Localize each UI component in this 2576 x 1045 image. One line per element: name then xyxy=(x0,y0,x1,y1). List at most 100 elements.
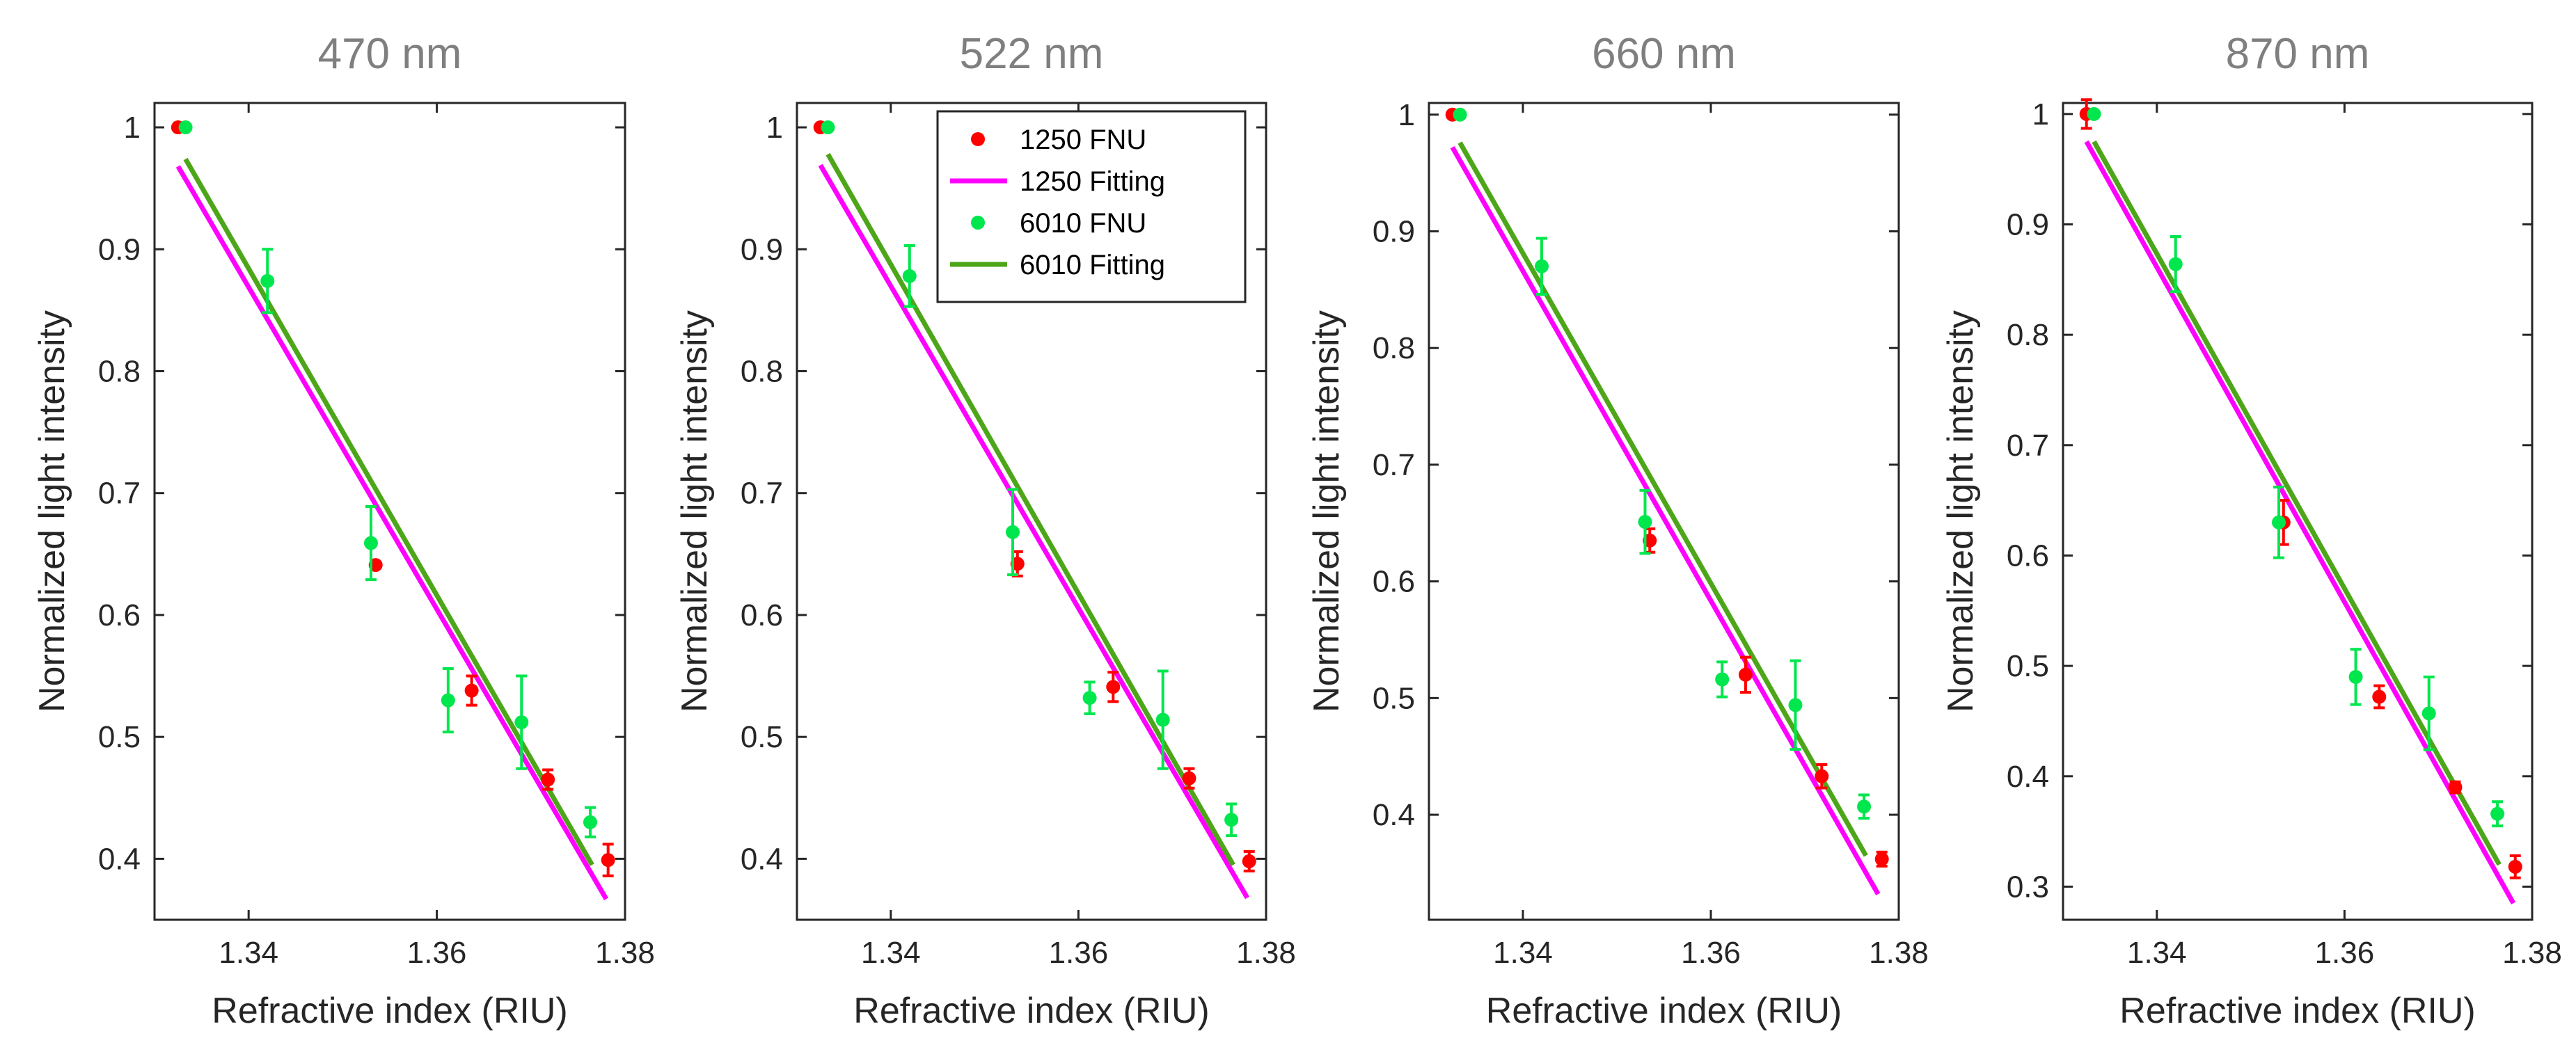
y-tick-label: 0.8 xyxy=(98,354,141,388)
x-tick-label: 1.38 xyxy=(595,936,655,970)
y-tick-label: 0.9 xyxy=(741,232,783,266)
y-tick-label: 0.9 xyxy=(1373,214,1415,248)
fit-line-1250-fitting xyxy=(818,163,1250,900)
data-point-6010-fnu xyxy=(1788,698,1803,712)
y-tick-label: 0.7 xyxy=(98,477,141,511)
y-tick-label: 0.4 xyxy=(741,842,783,876)
y-tick-label: 0.6 xyxy=(1373,565,1415,599)
x-tick-label: 1.38 xyxy=(2502,936,2562,970)
data-point-6010-fnu xyxy=(1715,672,1730,687)
x-tick-label: 1.36 xyxy=(2315,936,2375,970)
data-point-1250-fnu xyxy=(464,683,479,698)
chart-panel-2: 522 nm 1.34 1.36 1.38 0.4 0.5 0.6 0.7 0.8 0.9 1 Ref… xyxy=(674,30,1296,1031)
data-point-6010-fnu xyxy=(583,815,597,829)
fit-line-1250-fitting xyxy=(1450,145,1881,895)
fit-line-1250-fitting xyxy=(175,165,609,900)
data-point-6010-fnu xyxy=(902,269,917,283)
legend-box xyxy=(936,110,1247,303)
data-point-1250-fnu xyxy=(2372,689,2387,704)
x-axis-label: Refractive index (RIU) xyxy=(2119,991,2475,1031)
x-tick-label: 1.36 xyxy=(1049,936,1109,970)
data-point-6010-fnu xyxy=(2168,257,2183,271)
data-point-6010-fnu xyxy=(1224,813,1239,827)
chart-panel-3: 660 nm 1.34 1.36 1.38 0.4 0.5 0.6 0.7 0.8 0.9 1 Ref… xyxy=(1306,30,1929,1031)
chart-panel-1: 470 nm 1.34 1.36 1.38 0.4 0.5 0.6 0.7 0.8 0.9 1 Ref… xyxy=(32,30,655,1031)
fit-line-1250-fitting xyxy=(2084,140,2516,904)
x-tick-label: 1.36 xyxy=(1681,936,1741,970)
x-axis-label: Refractive index (RIU) xyxy=(212,991,567,1031)
y-tick-label: 0.9 xyxy=(98,232,141,266)
data-point-1250-fnu xyxy=(1738,667,1753,682)
y-tick-label: 0.6 xyxy=(2007,539,2049,573)
y-tick-label: 0.8 xyxy=(2007,318,2049,352)
data-point-6010-fnu xyxy=(2348,669,2363,684)
data-point-6010-fnu xyxy=(514,715,529,730)
y-tick-label: 0.4 xyxy=(98,842,141,876)
data-point-6010-fnu xyxy=(1082,691,1097,705)
x-tick-label: 1.34 xyxy=(861,936,921,970)
y-tick-label: 0.5 xyxy=(2007,649,2049,683)
data-point-1250-fnu xyxy=(1182,771,1196,785)
y-axis-label: Normalized light intensity xyxy=(1306,310,1347,712)
y-tick-label: 0.5 xyxy=(741,720,783,754)
legend-label: 6010 FNU xyxy=(1020,208,1146,239)
data-point-6010-fnu xyxy=(363,536,378,550)
y-tick-label: 0.4 xyxy=(2007,760,2049,794)
data-point-1250-fnu xyxy=(1874,852,1889,866)
chart-title: 522 nm xyxy=(960,30,1104,78)
data-point-6010-fnu xyxy=(2087,106,2101,121)
data-point-6010-fnu xyxy=(1006,525,1020,539)
data-point-1250-fnu xyxy=(1242,854,1256,868)
data-point-1250-fnu xyxy=(541,772,555,787)
data-point-1250-fnu xyxy=(2448,780,2463,795)
y-axis-label: Normalized light intensity xyxy=(674,310,715,712)
y-tick-label: 1 xyxy=(2032,97,2049,131)
data-point-6010-fnu xyxy=(1155,712,1170,727)
y-tick-label: 0.4 xyxy=(1373,798,1415,832)
y-tick-label: 0.8 xyxy=(741,354,783,388)
legend-marker xyxy=(971,216,985,230)
x-tick-label: 1.38 xyxy=(1869,936,1929,970)
plot-frame xyxy=(1428,102,1900,921)
y-tick-label: 0.8 xyxy=(1373,331,1415,365)
data-point-6010-fnu xyxy=(1857,799,1872,814)
data-point-6010-fnu xyxy=(441,693,455,708)
fit-line-6010-fitting xyxy=(1457,141,1868,857)
y-tick-label: 0.7 xyxy=(2007,429,2049,463)
legend-label: 1250 Fitting xyxy=(1020,166,1165,197)
y-axis-label: Normalized light intensity xyxy=(1941,310,1981,712)
y-tick-label: 0.7 xyxy=(741,477,783,511)
data-point-6010-fnu xyxy=(178,120,193,135)
data-point-6010-fnu xyxy=(1535,259,1549,273)
chart-title: 870 nm xyxy=(2226,30,2370,78)
data-point-1250-fnu xyxy=(1815,769,1829,783)
chart-panel-4: 870 nm 1.34 1.36 1.38 0.3 0.4 0.5 0.6 0.7 0.8 0.9 1… xyxy=(1941,30,2562,1031)
x-tick-label: 1.34 xyxy=(219,936,278,970)
x-tick-label: 1.38 xyxy=(1236,936,1296,970)
y-tick-label: 1 xyxy=(766,111,783,145)
data-point-1250-fnu xyxy=(2508,859,2522,874)
chart-title: 470 nm xyxy=(318,30,462,78)
y-tick-label: 0.5 xyxy=(98,720,141,754)
data-point-6010-fnu xyxy=(260,273,275,288)
y-axis-label: Normalized light intensity xyxy=(32,310,72,712)
y-tick-label: 0.3 xyxy=(2007,870,2049,904)
fit-line-6010-fitting xyxy=(825,152,1235,866)
data-point-6010-fnu xyxy=(821,120,835,135)
y-tick-label: 1 xyxy=(1398,98,1415,132)
data-point-6010-fnu xyxy=(2421,706,2436,721)
chart-title: 660 nm xyxy=(1592,30,1736,78)
x-tick-label: 1.34 xyxy=(2127,936,2187,970)
x-axis-label: Refractive index (RIU) xyxy=(853,991,1209,1031)
x-axis-label: Refractive index (RIU) xyxy=(1486,991,1842,1031)
y-tick-label: 0.7 xyxy=(1373,448,1415,482)
data-point-6010-fnu xyxy=(1638,515,1652,529)
y-tick-label: 0.9 xyxy=(2007,208,2049,242)
data-point-6010-fnu xyxy=(2272,515,2286,529)
plot-frame xyxy=(796,102,1267,921)
plot-frame xyxy=(2062,102,2534,921)
legend-label: 6010 Fitting xyxy=(1020,250,1165,280)
fit-line-6010-fitting xyxy=(2092,140,2502,866)
y-tick-label: 0.5 xyxy=(1373,681,1415,715)
